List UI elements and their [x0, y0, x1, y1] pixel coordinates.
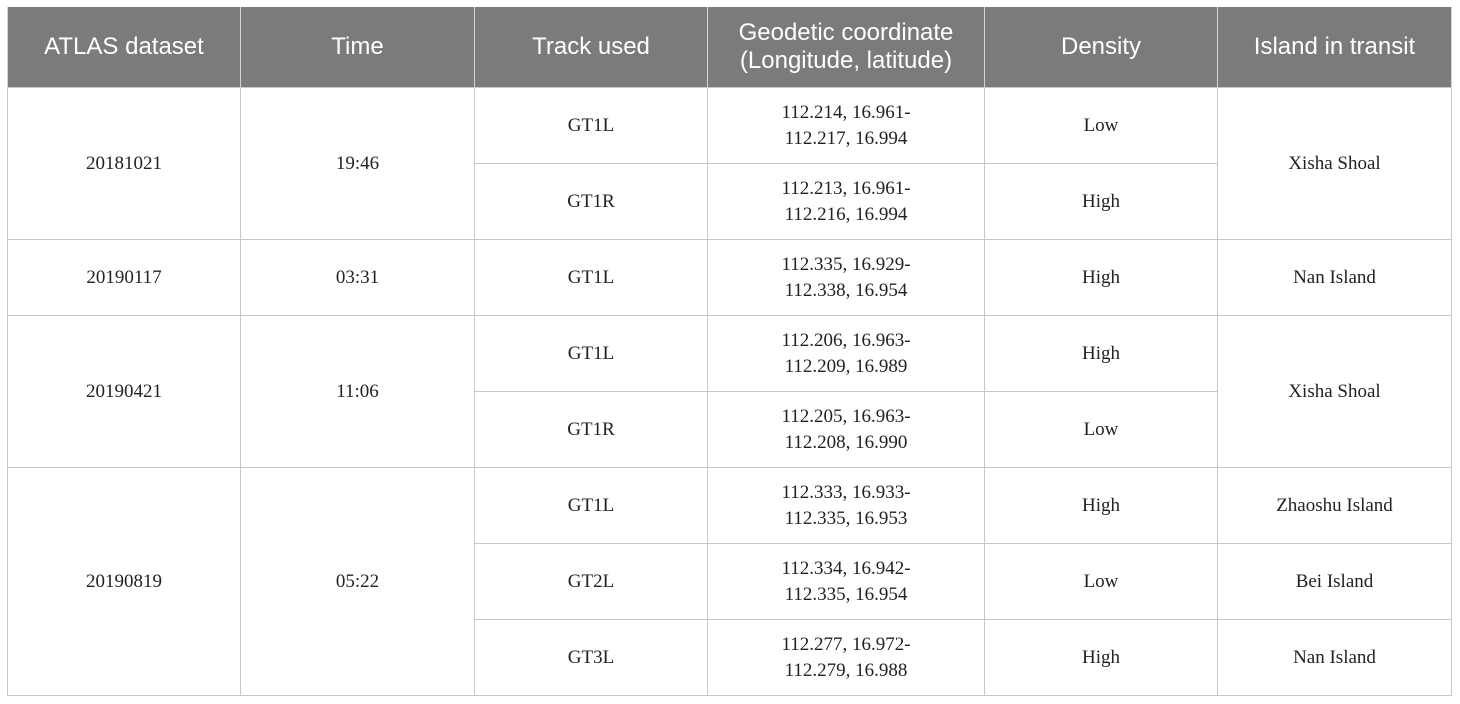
- track-cell: GT1L: [474, 239, 708, 316]
- island-cell: Nan Island: [1217, 619, 1452, 696]
- dataset-cell: 20181021: [7, 87, 241, 240]
- dataset-cell: 20190421: [7, 315, 241, 468]
- track-cell: GT1R: [474, 163, 708, 240]
- track-cell: GT1L: [474, 87, 708, 164]
- time-cell: 03:31: [240, 239, 475, 316]
- coordinate-start: 112.214, 16.961-: [781, 101, 911, 123]
- track-cell: GT3L: [474, 619, 708, 696]
- header-density: Density: [984, 7, 1218, 88]
- time-cell: 19:46: [240, 87, 475, 240]
- header-row: ATLAS dataset Time Track used Geodetic c…: [7, 7, 1452, 88]
- coordinate-cell: 112.206, 16.963- 112.209, 16.989: [707, 315, 985, 392]
- table-row: GT3L 112.277, 16.972- 112.279, 16.988 Hi…: [8, 619, 1452, 696]
- data-table-container: ATLAS dataset Time Track used Geodetic c…: [7, 7, 1452, 696]
- header-geodetic-line1: Geodetic coordinate: [738, 19, 954, 46]
- header-geodetic-coordinate: Geodetic coordinate (Longitude, latitude…: [707, 7, 985, 88]
- coordinate-end: 112.335, 16.954: [784, 583, 908, 605]
- coordinate-end: 112.338, 16.954: [784, 279, 908, 301]
- coordinate-cell: 112.277, 16.972- 112.279, 16.988: [707, 619, 985, 696]
- island-cell: Nan Island: [1217, 239, 1452, 316]
- coordinate-cell: 112.214, 16.961- 112.217, 16.994: [707, 87, 985, 164]
- island-cell: Bei Island: [1217, 543, 1452, 620]
- coordinate-start: 112.206, 16.963-: [781, 329, 911, 351]
- table-row: 20190117 03:31 GT1L 112.335, 16.929- 112…: [7, 239, 1452, 316]
- coordinate-cell: 112.213, 16.961- 112.216, 16.994: [707, 163, 985, 240]
- coordinate-start: 112.333, 16.933-: [781, 481, 911, 503]
- coordinate-cell: 112.333, 16.933- 112.335, 16.953: [707, 467, 985, 544]
- coordinate-end: 112.209, 16.989: [784, 355, 908, 377]
- data-table: ATLAS dataset Time Track used Geodetic c…: [7, 7, 1452, 696]
- header-track-used: Track used: [474, 7, 708, 88]
- table-row: GT1R 112.213, 16.961- 112.216, 16.994 Hi…: [8, 163, 1452, 240]
- dataset-cell: 20190819: [7, 467, 241, 696]
- coordinate-end: 112.217, 16.994: [784, 127, 908, 149]
- island-cell: Xisha Shoal: [1217, 315, 1452, 468]
- track-cell: GT1R: [474, 391, 708, 468]
- island-cell: Zhaoshu Island: [1217, 467, 1452, 544]
- table-row: 20190421 11:06 GT1L 112.206, 16.963- 112…: [7, 315, 1452, 468]
- table-row: GT2L 112.334, 16.942- 112.335, 16.954 Lo…: [8, 543, 1452, 620]
- table-row: 20190819 05:22 GT1L 112.333, 16.933- 112…: [7, 467, 1452, 696]
- density-cell: Low: [984, 391, 1218, 468]
- header-island-in-transit: Island in transit: [1217, 7, 1452, 88]
- density-cell: High: [984, 163, 1218, 240]
- density-cell: High: [984, 467, 1218, 544]
- density-cell: Low: [984, 543, 1218, 620]
- island-cell: Xisha Shoal: [1217, 87, 1452, 240]
- coordinate-end: 112.216, 16.994: [784, 203, 908, 225]
- coordinate-cell: 112.335, 16.929- 112.338, 16.954: [707, 239, 985, 316]
- header-geodetic-line2: (Longitude, latitude): [739, 47, 953, 74]
- header-atlas-dataset: ATLAS dataset: [7, 7, 241, 88]
- time-cell: 11:06: [240, 315, 475, 468]
- table-row: 20181021 19:46 GT1L 112.214, 16.961- 112…: [7, 87, 1452, 240]
- coordinate-start: 112.335, 16.929-: [781, 253, 911, 275]
- density-cell: High: [984, 315, 1218, 392]
- track-cell: GT2L: [474, 543, 708, 620]
- coordinate-end: 112.335, 16.953: [784, 507, 908, 529]
- density-cell: High: [984, 619, 1218, 696]
- coordinate-start: 112.205, 16.963-: [781, 405, 911, 427]
- coordinate-end: 112.279, 16.988: [784, 659, 908, 681]
- coordinate-start: 112.213, 16.961-: [781, 177, 911, 199]
- coordinate-start: 112.277, 16.972-: [781, 633, 911, 655]
- track-cell: GT1L: [474, 467, 708, 544]
- header-time: Time: [240, 7, 475, 88]
- track-cell: GT1L: [474, 315, 708, 392]
- coordinate-cell: 112.205, 16.963- 112.208, 16.990: [707, 391, 985, 468]
- dataset-cell: 20190117: [7, 239, 241, 316]
- density-cell: Low: [984, 87, 1218, 164]
- table-row: GT1R 112.205, 16.963- 112.208, 16.990 Lo…: [8, 391, 1452, 468]
- coordinate-cell: 112.334, 16.942- 112.335, 16.954: [707, 543, 985, 620]
- time-cell: 05:22: [240, 467, 475, 696]
- coordinate-end: 112.208, 16.990: [784, 431, 908, 453]
- density-cell: High: [984, 239, 1218, 316]
- coordinate-start: 112.334, 16.942-: [781, 557, 911, 579]
